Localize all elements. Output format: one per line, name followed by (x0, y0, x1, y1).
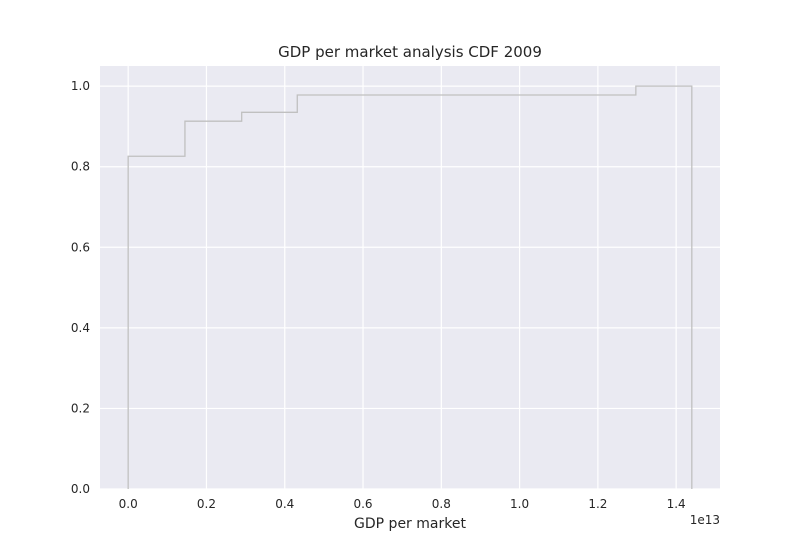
y-tick-label: 0.2 (71, 401, 90, 415)
y-tick-label: 0.8 (71, 160, 90, 174)
x-tick-label: 0.2 (197, 497, 216, 511)
series-group (127, 85, 693, 489)
x-tick-label: 1.4 (667, 497, 686, 511)
x-tick-label: 1.0 (510, 497, 529, 511)
plot-area (100, 66, 720, 489)
x-tick-label: 0.4 (275, 497, 294, 511)
x-tick-label: 0.0 (119, 497, 138, 511)
y-tick-label: 0.4 (71, 321, 90, 335)
x-axis-offset-label: 1e13 (690, 513, 720, 527)
grid-lines (100, 66, 720, 490)
y-tick-label: 1.0 (71, 79, 90, 93)
x-tick-label: 1.2 (588, 497, 607, 511)
y-tick-labels: 0.0 0.2 0.4 0.6 0.8 1.0 (71, 79, 90, 496)
x-tick-labels: 0.0 0.2 0.4 0.6 0.8 1.0 1.2 1.4 (119, 497, 686, 511)
x-tick-label: 0.6 (353, 497, 372, 511)
y-tick-label: 0.0 (71, 482, 90, 496)
cdf-step-line (127, 85, 693, 489)
x-tick-label: 0.8 (432, 497, 451, 511)
y-tick-label: 0.6 (71, 240, 90, 254)
chart-title: GDP per market analysis CDF 2009 (278, 43, 542, 61)
x-axis-label: GDP per market (354, 516, 466, 532)
